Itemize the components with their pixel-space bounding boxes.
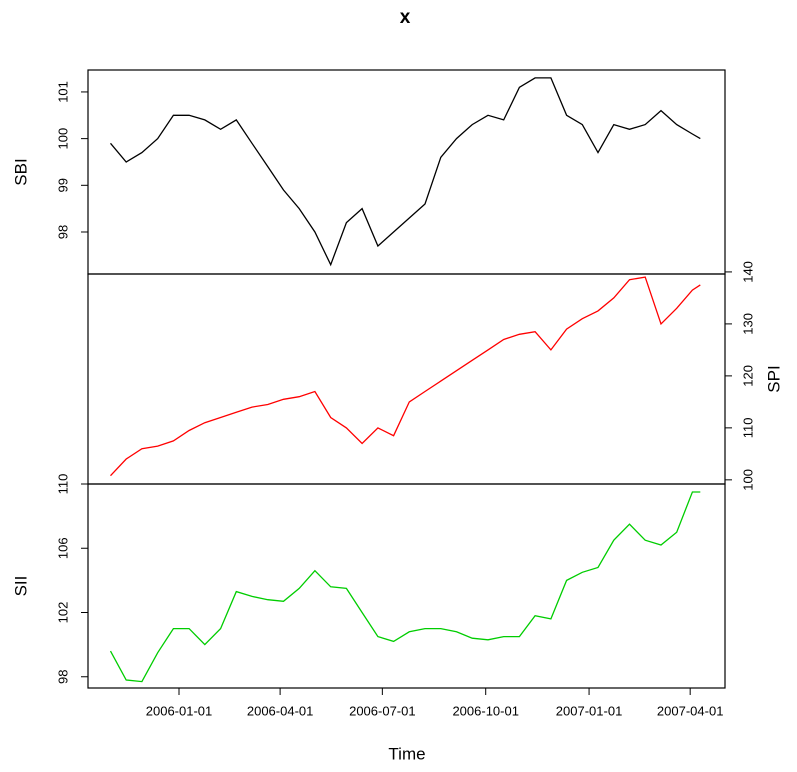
panel-frame [87,273,726,485]
panel-frame [87,483,726,689]
panel-frame [87,69,726,275]
x-tick-label: 2006-10-01 [452,703,519,718]
y-tick-label: 106 [55,537,70,559]
x-tick-label: 2007-04-01 [657,703,724,718]
x-tick-label: 2006-01-01 [146,703,213,718]
y-tick-label: 100 [740,469,755,491]
y-tick-label: 98 [55,225,70,239]
y-axis-label: SII [11,576,30,597]
y-tick-label: 110 [55,474,70,495]
y-tick-label: 99 [55,178,70,192]
x-tick-label: 2007-01-01 [556,703,623,718]
y-tick-label: 140 [740,261,755,283]
y-tick-label: 100 [55,128,70,150]
x-axis-label: Time [388,744,425,763]
y-axis-label: SBI [11,158,30,185]
x-tick-label: 2006-07-01 [349,703,416,718]
y-tick-label: 130 [740,313,755,335]
y-tick-label: 110 [740,417,755,438]
chart-title: x [400,7,411,28]
y-tick-label: 102 [55,602,70,624]
y-tick-label: 101 [55,81,70,103]
series-line [110,77,701,267]
y-tick-label: 98 [55,670,70,684]
y-tick-label: 120 [740,365,755,387]
y-axis-label: SPI [764,365,783,392]
series-line [109,491,701,683]
x-tick-label: 2006-04-01 [247,703,314,718]
series-line [110,276,701,477]
